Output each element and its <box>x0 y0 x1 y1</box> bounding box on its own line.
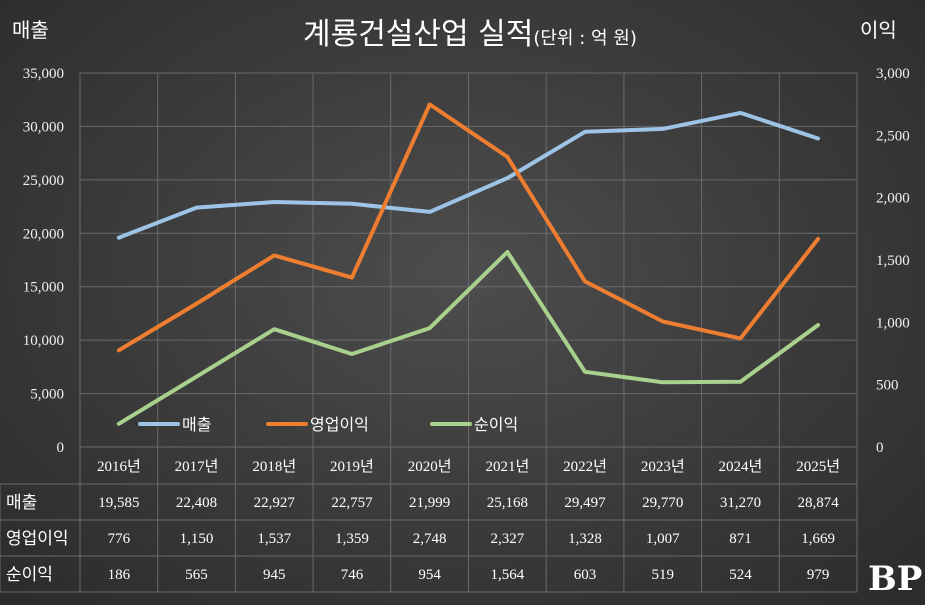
series-lines <box>116 102 821 426</box>
y2-tick-label: 500 <box>876 378 899 394</box>
table-cell: 945 <box>263 567 286 583</box>
y-tick-label: 5,000 <box>30 387 64 403</box>
table-cell: 29,497 <box>564 495 606 511</box>
y-axis-ticks: 0 5,000 10,000 15,000 20,000 25,000 30,000 35,0… <box>23 66 64 456</box>
y-tick-label: 30,000 <box>23 119 64 135</box>
table-cell: 1,150 <box>180 531 214 547</box>
table-header-cell: 2018년 <box>252 458 296 475</box>
y-tick-label: 10,000 <box>23 333 64 349</box>
table-cell: 871 <box>729 531 752 547</box>
table-cell: 19,585 <box>98 495 139 511</box>
gridlines <box>79 72 858 592</box>
table-cell: 186 <box>108 567 131 583</box>
bp-logo: BP <box>868 559 922 599</box>
y-tick-label: 15,000 <box>23 280 64 296</box>
table-cell: 746 <box>341 567 364 583</box>
series-line-2 <box>116 102 821 353</box>
table-header-cell: 2021년 <box>485 458 529 475</box>
table-header-cell: 2019년 <box>330 458 374 475</box>
table-row-header: 순이익 <box>6 565 53 585</box>
table-cell: 954 <box>418 567 441 583</box>
table-cell: 524 <box>729 567 752 583</box>
y2-tick-label: 0 <box>876 440 884 456</box>
table-row-header: 매출 <box>6 493 37 513</box>
table-cell: 2,327 <box>490 531 524 547</box>
table-header-cell: 2025년 <box>796 458 840 475</box>
table-header-cell: 2024년 <box>719 458 763 475</box>
table-cell: 25,168 <box>487 495 528 511</box>
y-tick-label: 0 <box>57 440 65 456</box>
y2-tick-label: 1,500 <box>876 253 910 269</box>
legend-label: 순이익 <box>474 415 518 434</box>
legend-label: 매출 <box>182 415 211 434</box>
table-cell: 776 <box>108 531 131 547</box>
table-cell: 979 <box>807 567 830 583</box>
legend: 매출 영업이익 순이익 <box>138 415 518 434</box>
y2-tick-label: 1,000 <box>876 315 910 331</box>
y2-tick-label: 2,000 <box>876 191 910 207</box>
series-line-1 <box>116 110 821 240</box>
table-header-cell: 2017년 <box>175 458 219 475</box>
table-cell: 31,270 <box>720 495 761 511</box>
legend-label: 영업이익 <box>310 415 369 434</box>
table-header-cell: 2023년 <box>641 458 685 475</box>
table-row-header: 영업이익 <box>6 529 69 549</box>
table-cell: 565 <box>185 567 208 583</box>
table-cell: 603 <box>574 567 597 583</box>
table-cell: 1,359 <box>335 531 369 547</box>
table-cell: 1,007 <box>646 531 680 547</box>
y-tick-label: 35,000 <box>23 66 64 82</box>
y2-axis-title: 이익 <box>860 18 897 42</box>
table-cell: 28,874 <box>798 495 840 511</box>
table-cell: 1,328 <box>568 531 602 547</box>
data-table: 2016년 2017년 2018년 2019년 2020년 2021년 2022년 2023년… <box>0 446 857 593</box>
table-cell: 1,537 <box>257 531 291 547</box>
table-header-cell: 2016년 <box>97 458 141 475</box>
table-cell: 519 <box>652 567 675 583</box>
chart-title-unit: (단위 : 억 원) <box>533 28 637 49</box>
table-cell: 1,564 <box>490 567 524 583</box>
table-cell: 22,408 <box>176 495 217 511</box>
y2-axis-ticks: 0 500 1,000 1,500 2,000 2,500 3,000 <box>876 66 910 456</box>
y2-tick-label: 2,500 <box>876 128 910 144</box>
chart-title: 계룡건설산업 실적(단위 : 억 원) <box>303 17 637 52</box>
table-header-cell: 2022년 <box>563 458 607 475</box>
table-cell: 29,770 <box>642 495 683 511</box>
table-header-cell: 2020년 <box>408 458 452 475</box>
table-cell: 2,748 <box>413 531 447 547</box>
y-tick-label: 20,000 <box>23 226 64 242</box>
table-cell: 22,927 <box>254 495 296 511</box>
chart-title-main: 계룡건설산업 실적 <box>303 17 533 52</box>
table-cell: 1,669 <box>801 531 835 547</box>
y-tick-label: 25,000 <box>23 173 64 189</box>
y-axis-title: 매출 <box>12 18 49 42</box>
table-cell: 21,999 <box>409 495 450 511</box>
series-line-3 <box>116 250 821 426</box>
y2-tick-label: 3,000 <box>876 66 910 82</box>
table-cell: 22,757 <box>331 495 373 511</box>
